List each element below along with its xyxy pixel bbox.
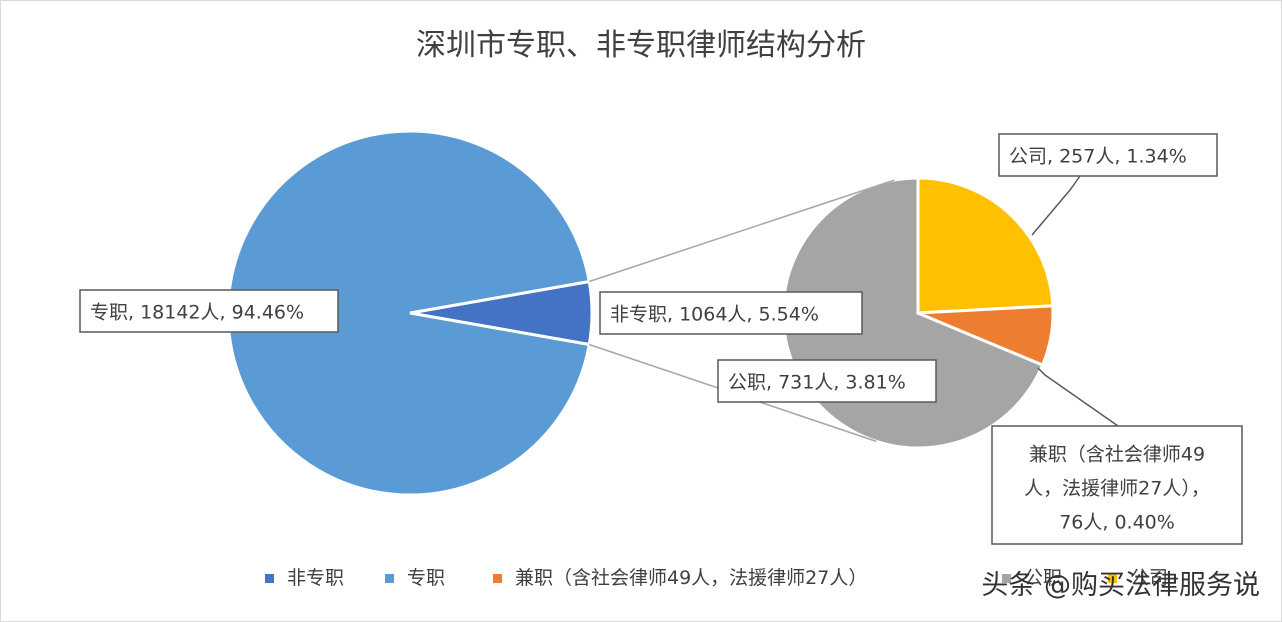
- label-feizhuanzhi: 非专职, 1064人, 5.54%: [599, 291, 863, 335]
- label-gongzhi: 公职, 731人, 3.81%: [717, 359, 937, 403]
- legend-item-2: 兼职（含社会律师49人，法援律师27人）: [493, 567, 867, 589]
- label-jianzhi-box: [991, 425, 1243, 545]
- label-jianzhi-text: 76人, 0.40%: [1059, 512, 1175, 534]
- label-gongsi-text: 公司, 257人, 1.34%: [1009, 145, 1187, 167]
- label-gongzhi-text: 公职, 731人, 3.81%: [728, 371, 906, 393]
- legend-item-1: 专职: [385, 567, 445, 589]
- sub-slice-jz: [917, 304, 1055, 367]
- watermark: 头条 @购买法律服务说: [981, 570, 1260, 601]
- legend-label: 非专职: [287, 567, 344, 589]
- legend-marker: [1108, 574, 1117, 583]
- legend-item-3: 公职: [1002, 567, 1062, 589]
- leader-jianzhi: [1037, 367, 1119, 427]
- watermark-text: 头条 @购买法律服务说: [981, 570, 1260, 601]
- legend: 非专职 专职 兼职（含社会律师49人，法援律师27人） 公职 公司: [265, 567, 1168, 589]
- legend-marker: [265, 574, 274, 583]
- label-feizhuanzhi-text: 非专职, 1064人, 5.54%: [610, 303, 819, 325]
- label-jianzhi: 兼职（含社会律师49 人，法援律师27人）， 76人, 0.40%: [991, 425, 1243, 545]
- legend-marker: [385, 574, 394, 583]
- label-jianzhi-text: 兼职（含社会律师49: [1029, 444, 1205, 466]
- legend-marker: [1002, 574, 1011, 583]
- legend-label: 公职: [1024, 567, 1062, 589]
- connector-line-top: [589, 179, 895, 283]
- legend-label: 公司: [1130, 567, 1168, 589]
- label-zhuanzhi-box: [79, 289, 339, 333]
- legend-label: 兼职（含社会律师49人，法援律师27人）: [515, 567, 867, 589]
- legend-label: 专职: [407, 567, 445, 589]
- label-feizhuanzhi-box: [599, 291, 863, 335]
- legend-item-4: 公司: [1108, 567, 1168, 589]
- label-gongsi-box: [998, 133, 1218, 177]
- data-labels: 专职, 18142人, 94.46% 非专职, 1064人, 5.54% 公职, 7…: [79, 133, 1243, 545]
- label-zhuanzhi-text: 专职, 18142人, 94.46%: [90, 301, 304, 323]
- leader-gongsi: [1031, 175, 1081, 236]
- chart-title: 深圳市专职、非专职律师结构分析: [416, 28, 866, 63]
- legend-item-0: 非专职: [265, 567, 344, 589]
- label-gongzhi-box: [717, 359, 937, 403]
- legend-marker: [493, 574, 502, 583]
- sub-slice-gs: [916, 176, 1055, 315]
- label-jianzhi-text: 人，法援律师27人），: [1024, 478, 1210, 500]
- label-gongsi: 公司, 257人, 1.34%: [998, 133, 1218, 177]
- label-zhuanzhi: 专职, 18142人, 94.46%: [79, 289, 339, 333]
